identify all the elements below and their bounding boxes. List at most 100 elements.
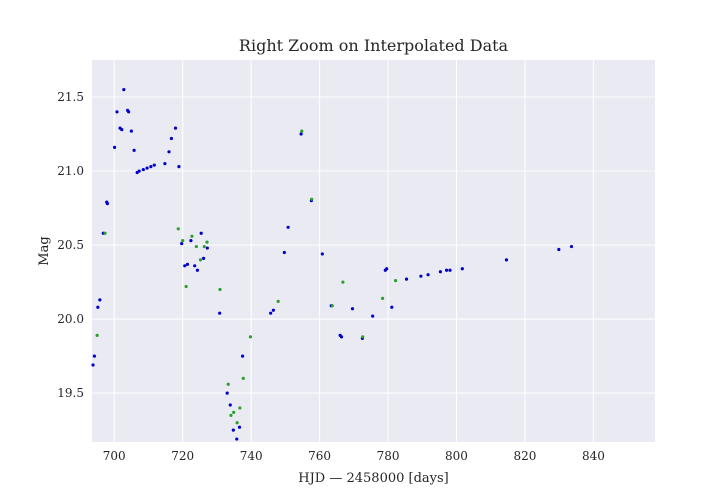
y-axis-ticks: 19.5 20.0 20.5 21.0 21.5 <box>57 90 84 400</box>
data-point-series-1 <box>205 246 209 250</box>
data-point-series-2 <box>205 240 209 244</box>
data-point-series-1 <box>127 110 131 114</box>
data-point-series-2 <box>241 376 245 380</box>
data-point-series-1 <box>149 165 153 169</box>
data-point-series-1 <box>299 132 303 136</box>
data-point-series-1 <box>152 163 156 167</box>
data-point-series-1 <box>569 244 574 249</box>
data-point-series-1 <box>320 252 324 256</box>
data-point-series-1 <box>199 231 203 235</box>
x-tick-label: 760 <box>308 449 331 463</box>
data-point-series-1 <box>132 148 136 152</box>
data-point-series-2 <box>276 299 280 303</box>
data-point-series-2 <box>330 304 334 308</box>
x-tick-label: 700 <box>103 449 126 463</box>
data-point-series-1 <box>426 273 430 277</box>
x-tick-label: 820 <box>513 449 536 463</box>
y-tick-label: 20.0 <box>57 312 84 326</box>
data-point-series-1 <box>448 268 452 272</box>
data-point-series-1 <box>240 354 245 358</box>
x-axis-label: HJD — 2458000 [days] <box>298 471 449 486</box>
data-point-series-1 <box>91 363 95 367</box>
data-point-series-1 <box>339 335 344 339</box>
data-point-series-2 <box>184 284 188 289</box>
data-point-series-1 <box>201 256 206 261</box>
data-point-series-2 <box>202 244 206 249</box>
chart-title: Right Zoom on Interpolated Data <box>239 36 509 55</box>
x-tick-label: 840 <box>582 449 605 463</box>
data-point-series-1 <box>231 428 235 432</box>
y-tick-label: 21.0 <box>57 164 84 178</box>
data-point-series-2 <box>226 382 230 386</box>
data-point-series-1 <box>390 305 394 309</box>
y-tick-label: 20.5 <box>57 238 84 252</box>
data-point-series-2 <box>380 296 385 300</box>
data-point-series-1 <box>120 127 124 132</box>
y-axis-label: Mag <box>37 236 52 265</box>
data-point-series-1 <box>444 268 449 272</box>
data-point-series-1 <box>504 258 509 262</box>
data-point-series-1 <box>112 145 117 149</box>
data-point-series-1 <box>237 425 242 429</box>
data-point-series-2 <box>176 227 180 231</box>
data-point-series-2 <box>310 197 314 201</box>
data-point-series-1 <box>177 165 181 169</box>
data-point-series-1 <box>195 268 200 272</box>
data-point-series-1 <box>105 202 110 206</box>
data-point-series-1 <box>96 305 100 309</box>
data-point-series-2 <box>393 279 398 283</box>
data-point-series-1 <box>185 262 190 266</box>
data-point-series-2 <box>248 335 253 339</box>
data-point-series-1 <box>163 162 167 166</box>
x-tick-label: 740 <box>240 449 263 463</box>
data-point-series-1 <box>282 250 286 255</box>
data-point-series-2 <box>235 421 239 425</box>
data-point-series-1 <box>98 298 102 302</box>
data-points <box>91 88 574 441</box>
data-point-series-1 <box>180 241 184 246</box>
plot-area <box>92 60 655 442</box>
data-point-series-1 <box>92 354 96 358</box>
x-tick-label: 780 <box>377 449 400 463</box>
data-point-series-1 <box>167 150 171 154</box>
data-point-series-1 <box>286 225 290 229</box>
data-point-series-1 <box>438 270 443 274</box>
data-point-series-1 <box>115 110 119 114</box>
y-tick-label: 19.5 <box>57 386 84 400</box>
data-point-series-1 <box>557 247 561 252</box>
data-point-series-2 <box>300 129 304 133</box>
data-point-series-2 <box>181 239 185 243</box>
data-point-series-1 <box>271 308 275 312</box>
data-point-series-1 <box>269 311 273 315</box>
data-point-series-2 <box>190 234 194 238</box>
data-point-series-2 <box>194 244 198 249</box>
data-point-series-1 <box>218 311 222 315</box>
data-point-series-1 <box>189 239 193 243</box>
data-point-series-1 <box>460 267 464 271</box>
data-point-series-2 <box>361 335 365 339</box>
data-point-series-1 <box>419 274 423 278</box>
data-point-series-2 <box>341 280 345 284</box>
data-point-series-1 <box>228 403 232 407</box>
data-point-series-1 <box>169 136 174 141</box>
data-point-series-1 <box>145 166 149 170</box>
data-point-series-2 <box>95 333 99 337</box>
data-point-series-1 <box>193 264 197 268</box>
data-point-series-2 <box>218 287 222 292</box>
data-point-series-1 <box>173 126 178 130</box>
x-tick-label: 800 <box>445 449 468 463</box>
data-point-series-1 <box>183 264 187 268</box>
data-point-series-1 <box>225 391 229 395</box>
data-point-series-2 <box>198 258 203 262</box>
data-point-series-1 <box>371 314 375 318</box>
data-point-series-2 <box>238 406 242 410</box>
data-point-series-1 <box>350 307 355 311</box>
data-point-series-1 <box>235 437 239 441</box>
data-point-series-1 <box>141 167 145 172</box>
data-point-series-1 <box>385 267 389 271</box>
data-point-series-2 <box>232 410 236 414</box>
data-point-series-1 <box>404 277 409 281</box>
data-point-series-2 <box>229 413 233 417</box>
data-point-series-2 <box>103 231 107 235</box>
